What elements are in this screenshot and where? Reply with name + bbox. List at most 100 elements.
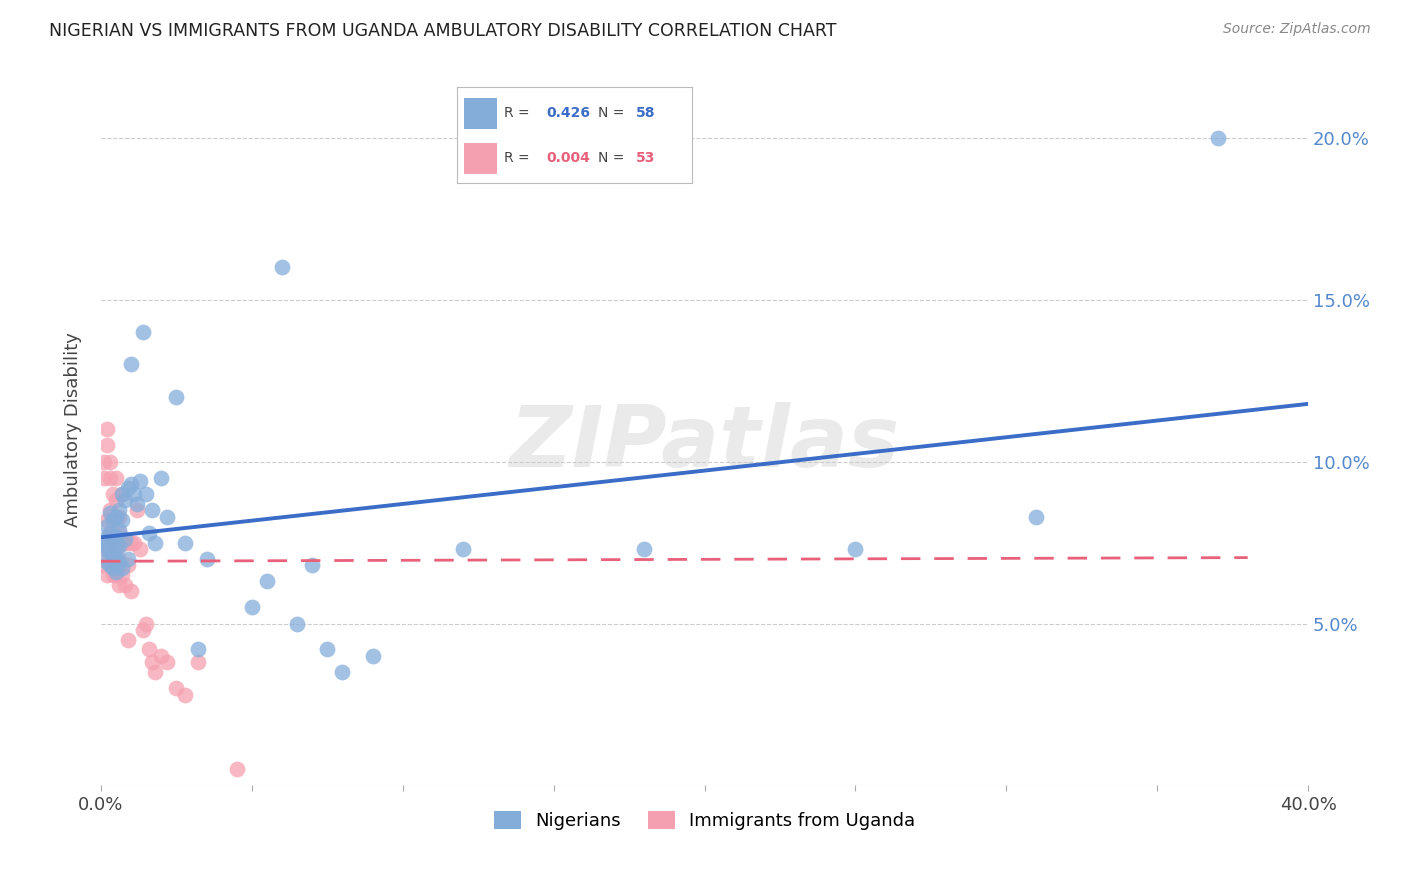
Text: ZIPatlas: ZIPatlas: [509, 402, 900, 485]
Point: [186, 642, 208, 657]
Y-axis label: Ambulatory Disability: Ambulatory Disability: [65, 332, 82, 526]
Point: [138, 642, 160, 657]
Point: [256, 574, 278, 589]
Point: [108, 551, 131, 566]
Point: [129, 542, 152, 557]
Point: [120, 584, 142, 599]
Point: [122, 487, 145, 501]
Point: [111, 487, 134, 501]
Point: [101, 549, 124, 563]
Point: [105, 568, 128, 582]
Point: [98, 525, 121, 540]
Point: [98, 545, 121, 559]
Point: [129, 474, 152, 488]
Point: [195, 551, 218, 566]
Point: [132, 325, 155, 339]
Point: [93, 558, 115, 573]
Point: [135, 487, 157, 501]
Point: [1206, 130, 1229, 145]
Point: [127, 503, 149, 517]
Point: [108, 503, 131, 517]
Point: [101, 513, 124, 527]
Point: [122, 535, 145, 549]
Text: NIGERIAN VS IMMIGRANTS FROM UGANDA AMBULATORY DISABILITY CORRELATION CHART: NIGERIAN VS IMMIGRANTS FROM UGANDA AMBUL…: [49, 22, 837, 40]
Point: [138, 525, 160, 540]
Point: [111, 487, 134, 501]
Point: [93, 471, 115, 485]
Point: [108, 509, 131, 524]
Point: [105, 542, 128, 557]
Point: [117, 558, 139, 573]
Legend: Nigerians, Immigrants from Uganda: Nigerians, Immigrants from Uganda: [494, 811, 915, 830]
Point: [93, 454, 115, 468]
Point: [451, 542, 474, 557]
Point: [105, 551, 128, 566]
Point: [285, 616, 308, 631]
Point: [98, 535, 121, 549]
Point: [114, 533, 136, 547]
Point: [108, 523, 131, 537]
Point: [186, 656, 208, 670]
Point: [143, 535, 166, 549]
Point: [633, 542, 655, 557]
Point: [361, 648, 384, 663]
Point: [332, 665, 354, 679]
Point: [165, 681, 187, 696]
Point: [132, 623, 155, 637]
Point: [120, 477, 142, 491]
Point: [114, 535, 136, 549]
Point: [111, 535, 134, 549]
Point: [114, 493, 136, 508]
Point: [135, 616, 157, 631]
Point: [105, 535, 128, 549]
Point: [127, 497, 149, 511]
Point: [156, 656, 179, 670]
Point: [101, 542, 124, 557]
Point: [96, 519, 118, 533]
Point: [101, 568, 124, 582]
Point: [105, 493, 128, 508]
Point: [225, 762, 247, 776]
Point: [117, 632, 139, 647]
Point: [105, 509, 128, 524]
Point: [117, 481, 139, 495]
Point: [93, 533, 115, 547]
Point: [96, 568, 118, 582]
Point: [174, 535, 197, 549]
Point: [108, 577, 131, 591]
Point: [93, 535, 115, 549]
Point: [111, 568, 134, 582]
Point: [96, 545, 118, 559]
Point: [96, 539, 118, 553]
Point: [117, 551, 139, 566]
Point: [1025, 509, 1047, 524]
Point: [150, 648, 173, 663]
Point: [141, 656, 163, 670]
Point: [120, 535, 142, 549]
Point: [96, 438, 118, 452]
Point: [240, 600, 263, 615]
Point: [108, 539, 131, 553]
Point: [316, 642, 339, 657]
Point: [111, 561, 134, 575]
Point: [143, 665, 166, 679]
Point: [108, 555, 131, 569]
Point: [101, 513, 124, 527]
Point: [111, 513, 134, 527]
Point: [101, 487, 124, 501]
Point: [98, 558, 121, 573]
Point: [101, 535, 124, 549]
Point: [98, 454, 121, 468]
Point: [98, 471, 121, 485]
Point: [98, 507, 121, 521]
Point: [165, 390, 187, 404]
Point: [174, 688, 197, 702]
Point: [105, 529, 128, 543]
Point: [101, 551, 124, 566]
Point: [93, 542, 115, 557]
Point: [156, 509, 179, 524]
Point: [108, 525, 131, 540]
Point: [114, 577, 136, 591]
Text: Source: ZipAtlas.com: Source: ZipAtlas.com: [1223, 22, 1371, 37]
Point: [271, 260, 294, 275]
